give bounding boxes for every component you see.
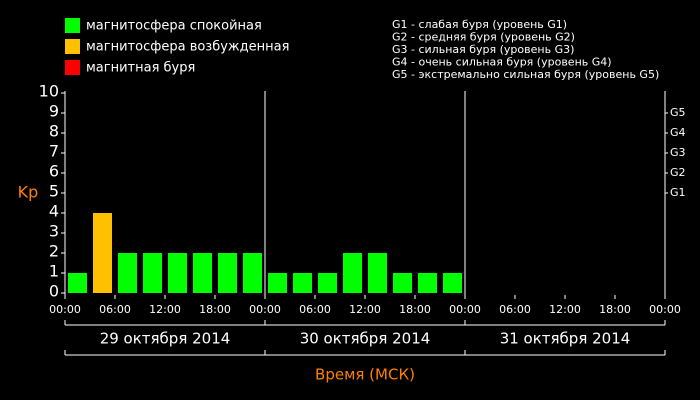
y-tick-label: 2 bbox=[49, 242, 59, 261]
x-tick-label: 18:00 bbox=[599, 303, 631, 316]
y-tick-label: 0 bbox=[49, 282, 59, 301]
bar bbox=[443, 273, 462, 293]
g-tick-label: G1 bbox=[670, 186, 686, 199]
bar bbox=[368, 253, 387, 293]
x-tick-label: 06:00 bbox=[499, 303, 531, 316]
x-tick-label: 00:00 bbox=[649, 303, 681, 316]
y-tick-label: 8 bbox=[49, 122, 59, 141]
note: G1 - слабая буря (уровень G1) bbox=[392, 18, 567, 31]
x-tick-label: 18:00 bbox=[199, 303, 231, 316]
bar bbox=[93, 213, 112, 293]
bar bbox=[218, 253, 237, 293]
legend-label: магнитосфера возбужденная bbox=[86, 40, 289, 55]
g-tick-label: G4 bbox=[670, 126, 686, 139]
y-tick-label: 4 bbox=[49, 202, 59, 221]
x-tick-label: 00:00 bbox=[449, 303, 481, 316]
bar bbox=[293, 273, 312, 293]
legend-swatch bbox=[65, 60, 80, 75]
y-tick-label: 5 bbox=[49, 182, 59, 201]
note: G2 - средняя буря (уровень G2) bbox=[392, 31, 575, 44]
g-tick-label: G3 bbox=[670, 146, 686, 159]
day-label: 29 октября 2014 bbox=[100, 330, 231, 348]
bar bbox=[418, 273, 437, 293]
day-label: 31 октября 2014 bbox=[500, 330, 631, 348]
legend-swatch bbox=[65, 18, 80, 33]
bar bbox=[343, 253, 362, 293]
x-tick-label: 12:00 bbox=[349, 303, 381, 316]
note: G4 - очень сильная буря (уровень G4) bbox=[392, 56, 612, 69]
y-tick-label: 3 bbox=[49, 222, 59, 241]
x-tick-label: 12:00 bbox=[149, 303, 181, 316]
g-tick-label: G2 bbox=[670, 166, 686, 179]
bar bbox=[318, 273, 337, 293]
note: G5 - экстремально сильная буря (уровень … bbox=[392, 68, 659, 81]
x-tick-label: 00:00 bbox=[249, 303, 281, 316]
y-tick-label: 7 bbox=[49, 142, 59, 161]
bar bbox=[243, 253, 262, 293]
g-tick-label: G5 bbox=[670, 106, 686, 119]
y-tick-label: 10 bbox=[39, 82, 59, 101]
y-tick-label: 9 bbox=[49, 102, 59, 121]
x-tick-label: 06:00 bbox=[99, 303, 131, 316]
bar bbox=[268, 273, 287, 293]
x-axis-label: Время (МСК) bbox=[315, 366, 415, 384]
y-tick-label: 6 bbox=[49, 162, 59, 181]
legend-label: магнитная буря bbox=[86, 61, 195, 76]
bar bbox=[143, 253, 162, 293]
bar bbox=[393, 273, 412, 293]
y-tick-label: 1 bbox=[49, 262, 59, 281]
bar bbox=[193, 253, 212, 293]
legend-swatch bbox=[65, 39, 80, 54]
x-tick-label: 06:00 bbox=[299, 303, 331, 316]
x-tick-label: 12:00 bbox=[549, 303, 581, 316]
day-label: 30 октября 2014 bbox=[300, 330, 431, 348]
legend-label: магнитосфера спокойная bbox=[86, 19, 262, 34]
x-tick-label: 18:00 bbox=[399, 303, 431, 316]
note: G3 - сильная буря (уровень G3) bbox=[392, 43, 574, 56]
bar bbox=[118, 253, 137, 293]
x-tick-label: 00:00 bbox=[49, 303, 81, 316]
bar bbox=[168, 253, 187, 293]
y-axis-label: Kp bbox=[18, 183, 39, 202]
bar bbox=[68, 273, 87, 293]
